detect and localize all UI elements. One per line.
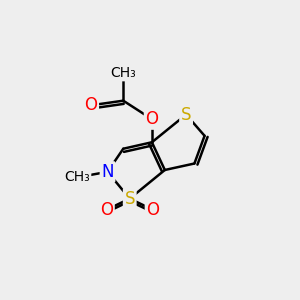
Text: O: O: [84, 96, 98, 114]
Text: CH₃: CH₃: [64, 170, 90, 184]
Text: O: O: [146, 110, 158, 128]
Text: S: S: [124, 190, 135, 208]
Text: O: O: [100, 201, 113, 219]
Text: N: N: [101, 163, 114, 181]
Text: O: O: [146, 201, 159, 219]
Text: S: S: [181, 106, 191, 124]
Text: CH₃: CH₃: [110, 66, 136, 80]
